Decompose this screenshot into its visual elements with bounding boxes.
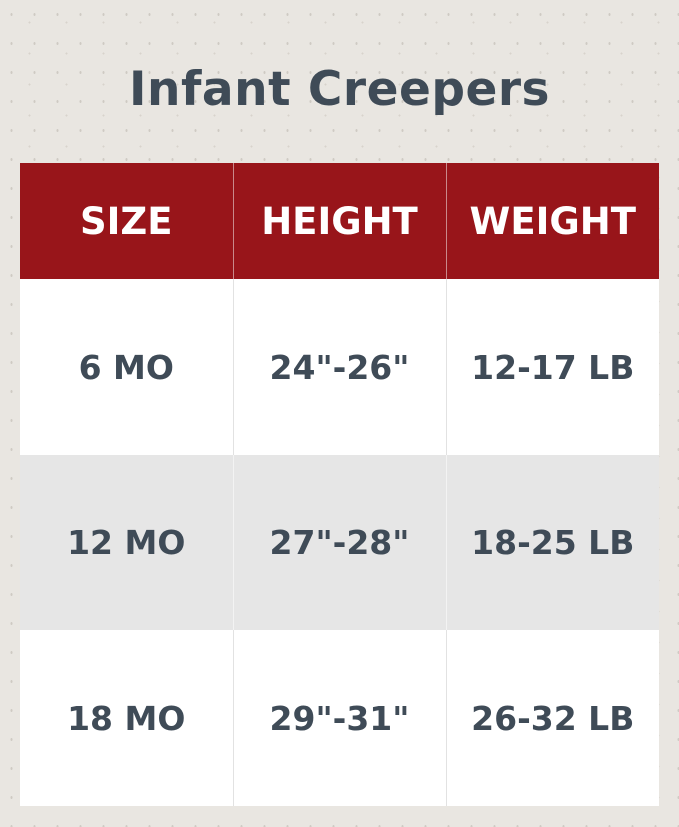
cell-size: 18 MO	[20, 630, 234, 806]
table-row: 12 MO 27"-28" 18-25 LB	[20, 455, 659, 630]
cell-weight: 12-17 LB	[446, 279, 659, 455]
table-row: 6 MO 24"-26" 12-17 LB	[20, 279, 659, 455]
header-size: SIZE	[20, 163, 234, 279]
page-title: Infant Creepers	[129, 62, 550, 117]
header-row: SIZE HEIGHT WEIGHT	[20, 163, 659, 279]
header-height: HEIGHT	[233, 163, 447, 279]
cell-height: 24"-26"	[233, 279, 447, 455]
cell-weight: 18-25 LB	[446, 455, 659, 630]
cell-size: 12 MO	[20, 455, 234, 630]
cell-weight: 26-32 LB	[446, 630, 659, 806]
size-chart-table: SIZE HEIGHT WEIGHT 6 MO 24"-26" 12-17 LB…	[20, 163, 659, 806]
table-row: 18 MO 29"-31" 26-32 LB	[20, 630, 659, 806]
header-weight: WEIGHT	[446, 163, 659, 279]
cell-size: 6 MO	[20, 279, 234, 455]
cell-height: 27"-28"	[233, 455, 447, 630]
cell-height: 29"-31"	[233, 630, 447, 806]
